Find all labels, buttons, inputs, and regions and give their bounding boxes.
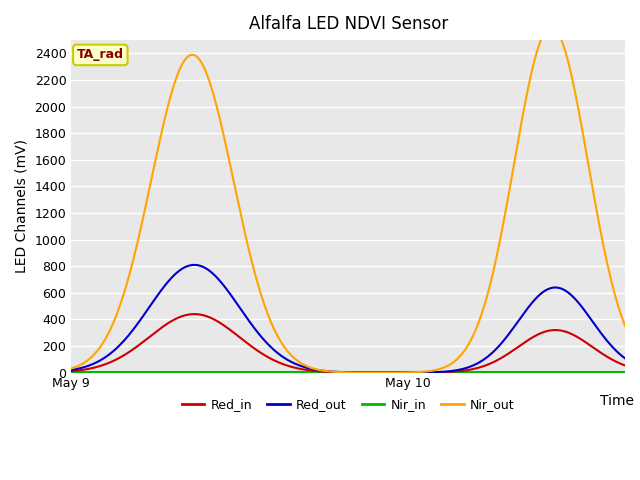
Title: Alfalfa LED NDVI Sensor: Alfalfa LED NDVI Sensor <box>248 15 448 33</box>
Text: TA_rad: TA_rad <box>77 48 124 61</box>
Y-axis label: LED Channels (mV): LED Channels (mV) <box>15 139 29 274</box>
X-axis label: Time: Time <box>600 394 634 408</box>
Legend: Red_in, Red_out, Nir_in, Nir_out: Red_in, Red_out, Nir_in, Nir_out <box>177 393 520 416</box>
